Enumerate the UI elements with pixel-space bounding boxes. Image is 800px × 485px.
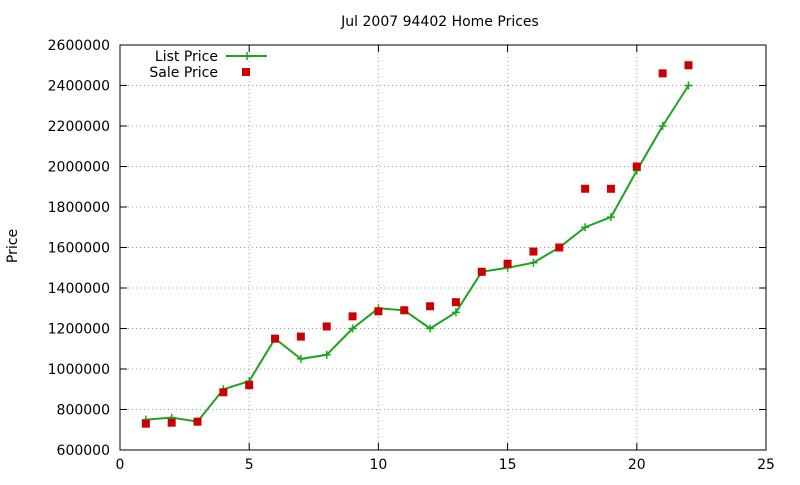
sale-price-point bbox=[632, 162, 641, 171]
sale-price-point bbox=[141, 419, 150, 428]
x-tick-label: 25 bbox=[757, 457, 775, 473]
list-price-point bbox=[451, 308, 460, 317]
legend-label-list-price: List Price bbox=[155, 49, 218, 65]
sale-price-point bbox=[503, 259, 512, 268]
sale-price-point bbox=[581, 184, 590, 193]
y-tick-label: 800000 bbox=[57, 403, 110, 419]
list-price-point bbox=[658, 122, 667, 130]
sale-price-point bbox=[322, 322, 331, 331]
grid-layer bbox=[120, 45, 766, 450]
sale-price-point bbox=[348, 312, 357, 321]
sale-price-point bbox=[555, 243, 564, 252]
y-tick-label: 1400000 bbox=[48, 281, 110, 297]
legend: List Price Sale Price bbox=[149, 49, 267, 81]
y-tick-label: 2600000 bbox=[48, 38, 110, 54]
sale-price-point bbox=[374, 307, 383, 316]
y-tick-label: 2400000 bbox=[48, 79, 110, 95]
legend-label-sale-price: Sale Price bbox=[149, 65, 218, 81]
series-layer bbox=[141, 61, 693, 428]
sale-price-point bbox=[245, 381, 254, 390]
y-tick-label: 1600000 bbox=[48, 241, 110, 257]
list-price-point bbox=[348, 324, 357, 333]
list-price-point bbox=[296, 354, 305, 363]
list-price-point bbox=[426, 324, 435, 333]
sale-price-point bbox=[400, 306, 409, 315]
sale-price-point bbox=[219, 388, 228, 397]
list-price-point bbox=[322, 350, 331, 359]
sale-price-point bbox=[426, 302, 435, 311]
sale-price-point bbox=[529, 247, 538, 256]
list-price-point bbox=[529, 258, 538, 267]
sale-price-point bbox=[658, 69, 667, 78]
list-price-line bbox=[145, 84, 690, 423]
sale-price-point bbox=[167, 418, 176, 427]
chart-title: Jul 2007 94402 Home Prices bbox=[340, 14, 539, 30]
sale-price-point bbox=[451, 298, 460, 307]
list-price-point bbox=[581, 223, 590, 232]
ticks-layer: 600000 800000 1000000 1200000 1400000 1600000… bbox=[48, 38, 775, 473]
sale-price-point bbox=[296, 332, 305, 341]
x-tick-label: 15 bbox=[499, 457, 517, 473]
x-tick-label: 10 bbox=[369, 457, 387, 473]
sale-price-point bbox=[193, 417, 202, 426]
sale-price-point bbox=[477, 267, 486, 276]
y-tick-label: 1800000 bbox=[48, 200, 110, 216]
sale-price-point bbox=[271, 334, 280, 343]
y-axis-label: Price bbox=[5, 229, 21, 263]
y-tick-label: 2000000 bbox=[48, 160, 110, 176]
legend-sample-sale-price bbox=[242, 68, 250, 76]
y-tick-label: 1200000 bbox=[48, 322, 110, 338]
y-tick-label: 1000000 bbox=[48, 362, 110, 378]
x-tick-label: 20 bbox=[628, 457, 646, 473]
list-price-point bbox=[606, 213, 615, 222]
sale-price-point bbox=[606, 184, 615, 193]
x-tick-label: 0 bbox=[116, 457, 125, 473]
x-tick-label: 5 bbox=[245, 457, 254, 473]
y-tick-label: 600000 bbox=[57, 443, 110, 459]
list-price-point bbox=[684, 81, 693, 90]
sale-price-point bbox=[684, 61, 693, 70]
y-tick-label: 2200000 bbox=[48, 119, 110, 135]
